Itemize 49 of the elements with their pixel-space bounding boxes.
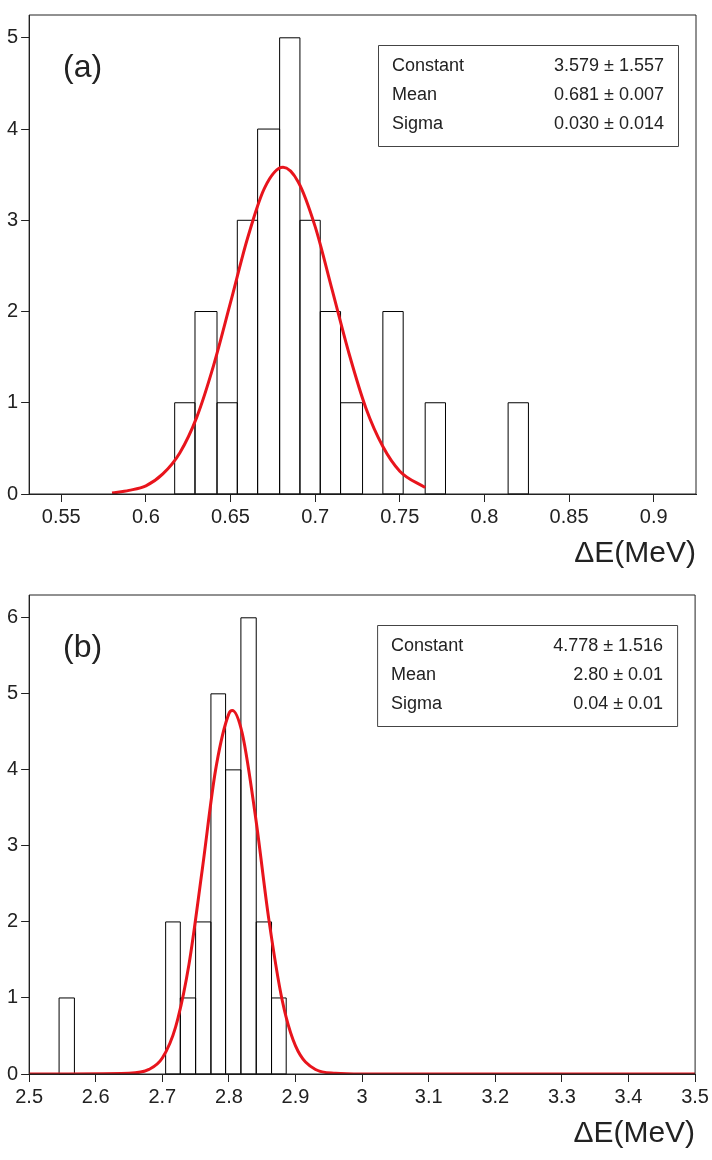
y-tick-label: 1	[7, 985, 19, 1008]
y-tick-label: 4	[7, 116, 19, 139]
y-tick-label: 5	[7, 25, 19, 48]
y-tick-label: 2	[7, 299, 19, 322]
annotation: Mean	[391, 664, 437, 685]
annotation: Sigma	[392, 113, 445, 134]
y-tick-label: 0	[7, 1061, 19, 1084]
x-tick-label: 3.5	[681, 1084, 709, 1107]
annotation: 4.778 ± 1.516	[553, 635, 664, 656]
annotation: 2.80 ± 0.01	[573, 664, 664, 685]
annotation: Mean	[392, 84, 438, 105]
x-tick-label: 3.3	[548, 1084, 576, 1107]
y-tick-label: 3	[7, 833, 19, 856]
x-tick-label: 0.7	[301, 504, 330, 527]
annotation: (b)	[63, 627, 103, 664]
x-tick-label: 2.9	[281, 1084, 310, 1107]
y-tick-label: 4	[7, 757, 19, 780]
x-tick-label: 2.8	[215, 1084, 243, 1107]
x-tick-label: 0.55	[41, 504, 81, 527]
y-tick-label: 1	[7, 390, 19, 413]
x-axis-title: ΔE(MeV)	[574, 535, 696, 569]
x-tick-label: 0.6	[132, 504, 160, 527]
line-series	[110, 165, 427, 494]
x-tick-label: 3.4	[614, 1084, 643, 1107]
x-tick-label: 0.8	[470, 504, 499, 527]
y-tick-label: 5	[7, 681, 19, 704]
annotation: 0.04 ± 0.01	[573, 693, 664, 714]
annotation: Constant	[392, 55, 465, 76]
x-tick-label: 0.9	[639, 504, 668, 527]
x-tick-label: 2.5	[15, 1084, 44, 1107]
x-tick-label: 0.75	[380, 504, 420, 527]
x-tick-label: 2.6	[81, 1084, 110, 1107]
x-axis-title: ΔE(MeV)	[573, 1115, 696, 1149]
x-tick-label: 0.65	[211, 504, 251, 527]
y-tick-label: 2	[7, 909, 19, 932]
y-tick-label: 6	[7, 605, 19, 628]
annotation: 3.579 ± 1.557	[554, 55, 664, 76]
annotation: (a)	[63, 47, 103, 84]
annotation: 0.681 ± 0.007	[554, 84, 664, 105]
x-tick-label: 3	[356, 1084, 368, 1107]
annotation: Constant	[391, 635, 464, 656]
annotation: Sigma	[391, 693, 444, 714]
annotation: 0.030 ± 0.014	[554, 113, 664, 134]
y-tick-label: 0	[7, 481, 19, 504]
x-tick-label: 2.7	[148, 1084, 177, 1107]
x-tick-label: 3.2	[481, 1084, 510, 1107]
x-tick-label: 0.85	[549, 504, 589, 527]
y-tick-label: 3	[7, 207, 19, 230]
x-tick-label: 3.1	[414, 1084, 443, 1107]
